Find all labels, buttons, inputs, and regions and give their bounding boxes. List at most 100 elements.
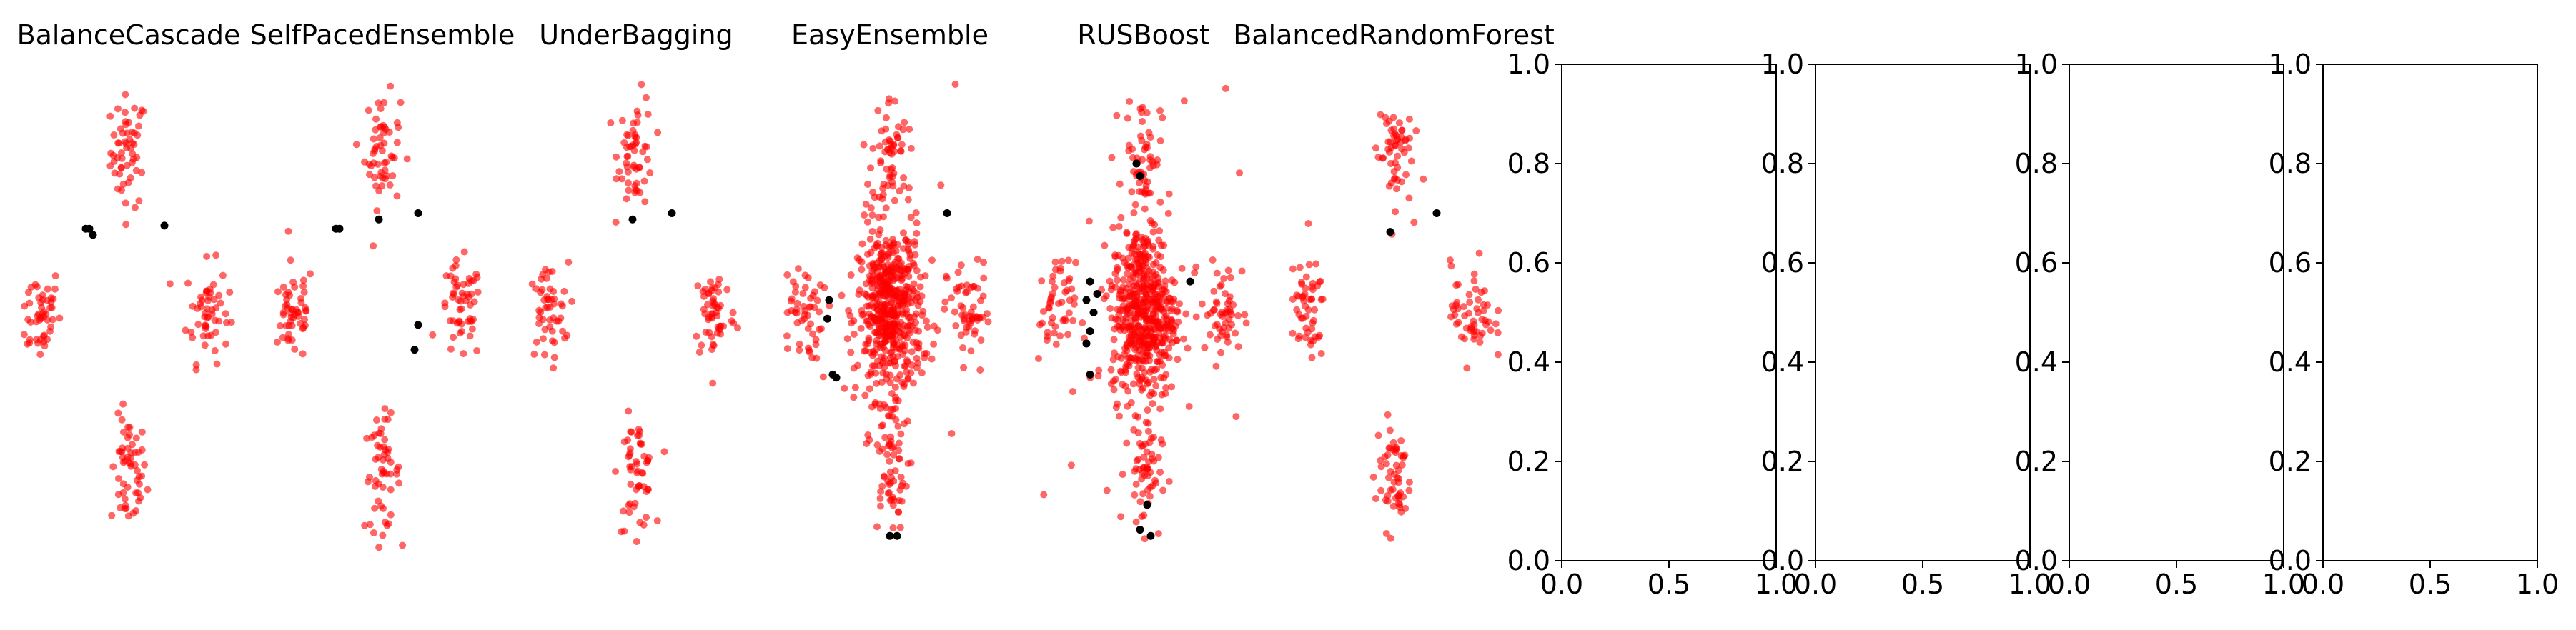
- majority-point: [1039, 319, 1046, 327]
- majority-point: [1149, 482, 1156, 490]
- majority-point: [624, 168, 632, 176]
- majority-point: [212, 329, 219, 336]
- majority-point: [397, 99, 405, 106]
- majority-point: [51, 272, 59, 280]
- majority-point: [1126, 97, 1134, 105]
- y-tick-label: 1.0: [2015, 49, 2058, 80]
- majority-point: [117, 125, 124, 133]
- y-tick-label: 0.0: [2269, 545, 2312, 576]
- majority-point: [705, 314, 713, 321]
- majority-point: [873, 306, 881, 314]
- majority-point: [1143, 448, 1151, 456]
- majority-point: [548, 337, 556, 345]
- majority-point: [705, 329, 713, 336]
- majority-point: [1113, 111, 1121, 119]
- majority-point: [1131, 491, 1139, 499]
- majority-point: [847, 271, 855, 279]
- majority-point: [1164, 321, 1172, 329]
- majority-point: [957, 261, 965, 269]
- majority-point: [787, 297, 795, 305]
- majority-point: [873, 273, 881, 281]
- majority-point: [135, 197, 143, 205]
- majority-point: [883, 451, 891, 459]
- majority-point: [473, 274, 481, 281]
- majority-point: [194, 304, 202, 312]
- majority-point: [864, 321, 872, 329]
- majority-point: [1152, 382, 1160, 390]
- majority-point: [131, 204, 139, 211]
- majority-point: [1140, 454, 1148, 461]
- majority-point: [1072, 259, 1080, 266]
- majority-point: [653, 517, 661, 525]
- majority-point: [1191, 269, 1199, 276]
- majority-point: [851, 384, 859, 391]
- majority-point: [896, 455, 903, 463]
- majority-point: [385, 445, 392, 453]
- minority-point: [1082, 296, 1091, 304]
- majority-point: [1213, 269, 1221, 277]
- majority-point: [210, 296, 218, 304]
- majority-point: [111, 169, 119, 177]
- majority-point: [947, 294, 955, 302]
- majority-point: [1420, 175, 1427, 183]
- majority-point: [222, 340, 229, 348]
- majority-point: [876, 502, 884, 510]
- majority-point: [729, 309, 737, 316]
- majority-point: [1492, 320, 1500, 328]
- majority-point: [1136, 380, 1144, 388]
- majority-point: [888, 328, 896, 336]
- majority-point: [1051, 284, 1059, 291]
- majority-point: [127, 460, 135, 468]
- majority-point: [135, 480, 143, 488]
- majority-point: [799, 289, 807, 297]
- majority-point: [908, 294, 916, 302]
- majority-point: [1161, 314, 1169, 321]
- majority-point: [1114, 264, 1121, 271]
- majority-point: [701, 285, 709, 293]
- subplot-5: RUSBoost: [1034, 19, 1250, 543]
- majority-point: [1395, 119, 1403, 127]
- subplot-4: EasyEnsemble: [783, 19, 992, 540]
- majority-point: [297, 299, 305, 306]
- majority-point: [817, 325, 825, 333]
- majority-point: [1127, 399, 1135, 406]
- majority-point: [449, 289, 457, 297]
- majority-point: [1144, 301, 1152, 309]
- majority-point: [452, 256, 460, 264]
- majority-point: [129, 155, 137, 163]
- majority-point: [1158, 339, 1166, 346]
- majority-point: [900, 174, 908, 181]
- majority-point: [378, 182, 386, 190]
- majority-point: [134, 131, 142, 139]
- majority-point: [1212, 298, 1220, 306]
- majority-point: [905, 273, 913, 280]
- majority-point: [898, 482, 906, 490]
- majority-point: [1109, 356, 1117, 364]
- majority-point: [1052, 341, 1060, 349]
- majority-point: [891, 97, 899, 105]
- majority-point: [1470, 328, 1477, 336]
- majority-point: [381, 405, 389, 413]
- majority-point: [132, 434, 140, 442]
- majority-point: [299, 276, 307, 284]
- majority-point: [644, 110, 652, 118]
- majority-point: [1108, 154, 1116, 161]
- majority-point: [1155, 236, 1163, 244]
- minority-point: [1086, 277, 1094, 286]
- majority-point: [863, 250, 871, 258]
- majority-point: [1379, 154, 1387, 162]
- majority-point: [889, 501, 897, 509]
- minority-point: [410, 346, 419, 354]
- majority-point: [366, 521, 374, 529]
- majority-point: [896, 524, 904, 531]
- majority-point: [891, 384, 899, 391]
- majority-point: [886, 277, 893, 285]
- majority-point: [707, 278, 715, 286]
- majority-point: [1131, 412, 1139, 420]
- majority-point: [1377, 463, 1385, 471]
- majority-point: [1149, 400, 1156, 408]
- majority-point: [878, 482, 886, 490]
- majority-point: [380, 451, 388, 459]
- majority-point: [1140, 511, 1148, 519]
- majority-point: [1289, 329, 1297, 337]
